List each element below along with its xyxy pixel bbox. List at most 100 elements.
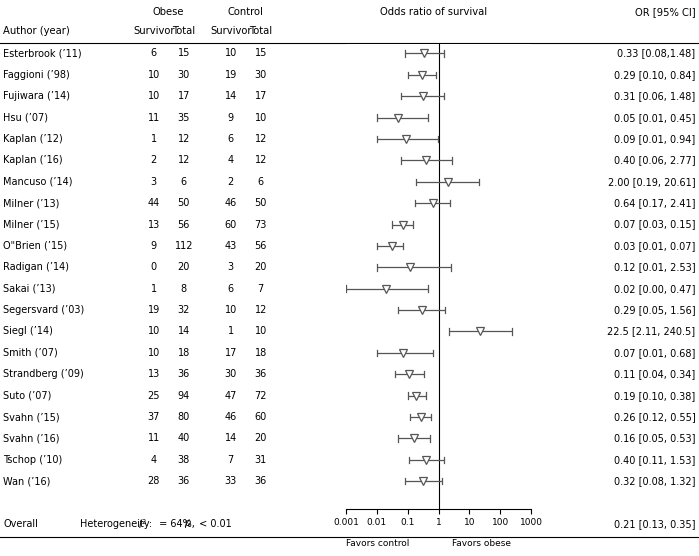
Text: 0.03 [0.01, 0.07]: 0.03 [0.01, 0.07] xyxy=(614,241,696,251)
Text: Tschop (’10): Tschop (’10) xyxy=(3,455,63,465)
Text: 0: 0 xyxy=(151,262,157,272)
Text: 36: 36 xyxy=(254,476,267,486)
Text: < 0.01: < 0.01 xyxy=(196,519,231,529)
Text: 0.33 [0.08,1.48]: 0.33 [0.08,1.48] xyxy=(617,48,696,58)
Text: 4: 4 xyxy=(151,455,157,465)
Text: 12: 12 xyxy=(178,134,190,144)
Text: 1: 1 xyxy=(151,134,157,144)
Text: 0.64 [0.17, 2.41]: 0.64 [0.17, 2.41] xyxy=(614,198,696,208)
Text: Milner (’13): Milner (’13) xyxy=(3,198,60,208)
Text: 12: 12 xyxy=(254,155,267,165)
Text: 0.12 [0.01, 2.53]: 0.12 [0.01, 2.53] xyxy=(614,262,696,272)
Text: 0.21 [0.13, 0.35]: 0.21 [0.13, 0.35] xyxy=(614,519,696,529)
Text: Survivor: Survivor xyxy=(133,26,175,36)
Text: Svahn (’16): Svahn (’16) xyxy=(3,433,60,443)
Text: 2: 2 xyxy=(228,177,233,187)
Text: 0.26 [0.12, 0.55]: 0.26 [0.12, 0.55] xyxy=(614,412,696,422)
Text: 12: 12 xyxy=(254,305,267,315)
Text: 14: 14 xyxy=(178,326,190,336)
Text: 12: 12 xyxy=(178,155,190,165)
Text: 0.32 [0.08, 1.32]: 0.32 [0.08, 1.32] xyxy=(614,476,696,486)
Text: 17: 17 xyxy=(224,348,237,358)
Text: 9: 9 xyxy=(228,113,233,123)
Text: 40: 40 xyxy=(178,433,190,443)
Text: Overall: Overall xyxy=(3,519,38,529)
Text: 112: 112 xyxy=(175,241,193,251)
Text: 38: 38 xyxy=(178,455,190,465)
Text: Obese: Obese xyxy=(152,7,184,17)
Text: 0.31 [0.06, 1.48]: 0.31 [0.06, 1.48] xyxy=(614,91,696,101)
Text: 18: 18 xyxy=(178,348,190,358)
Text: 10: 10 xyxy=(147,326,160,336)
Text: 10: 10 xyxy=(147,91,160,101)
Text: $p$: $p$ xyxy=(184,518,192,530)
Text: 19: 19 xyxy=(147,305,160,315)
Text: 9: 9 xyxy=(151,241,157,251)
Text: Heterogeneity:: Heterogeneity: xyxy=(80,519,156,529)
Text: Siegl (’14): Siegl (’14) xyxy=(3,326,53,336)
Text: 10: 10 xyxy=(254,326,267,336)
Text: Survivor: Survivor xyxy=(210,26,252,36)
Text: 46: 46 xyxy=(224,412,237,422)
Text: 35: 35 xyxy=(178,113,190,123)
Text: 33: 33 xyxy=(224,476,237,486)
Text: Fujiwara (’14): Fujiwara (’14) xyxy=(3,91,71,101)
Text: $I^2$: $I^2$ xyxy=(138,517,147,531)
Text: Total: Total xyxy=(172,26,196,36)
Text: 10: 10 xyxy=(147,348,160,358)
Text: 14: 14 xyxy=(224,433,237,443)
Text: Wan (’16): Wan (’16) xyxy=(3,476,51,486)
Text: 0.07 [0.03, 0.15]: 0.07 [0.03, 0.15] xyxy=(614,220,696,230)
Text: 0.11 [0.04, 0.34]: 0.11 [0.04, 0.34] xyxy=(614,369,696,379)
Text: Smith (’07): Smith (’07) xyxy=(3,348,58,358)
Text: 7: 7 xyxy=(228,455,233,465)
Text: 20: 20 xyxy=(254,433,267,443)
Text: 3: 3 xyxy=(151,177,157,187)
Text: O"Brien (’15): O"Brien (’15) xyxy=(3,241,68,251)
Text: 56: 56 xyxy=(254,241,267,251)
Text: Esterbrook (’11): Esterbrook (’11) xyxy=(3,48,82,58)
Text: OR [95% CI]: OR [95% CI] xyxy=(635,7,696,17)
Text: Kaplan (’12): Kaplan (’12) xyxy=(3,134,63,144)
Text: 43: 43 xyxy=(224,241,237,251)
Text: 17: 17 xyxy=(178,91,190,101)
Text: 30: 30 xyxy=(224,369,237,379)
Text: 13: 13 xyxy=(147,369,160,379)
Text: 72: 72 xyxy=(254,391,267,401)
Text: 30: 30 xyxy=(254,70,267,80)
Text: 37: 37 xyxy=(147,412,160,422)
Text: 11: 11 xyxy=(147,113,160,123)
Text: Favors obese: Favors obese xyxy=(452,539,511,548)
Text: 15: 15 xyxy=(178,48,190,58)
Text: 4: 4 xyxy=(228,155,233,165)
Text: 28: 28 xyxy=(147,476,160,486)
Text: 11: 11 xyxy=(147,433,160,443)
Text: 10: 10 xyxy=(224,305,237,315)
Text: 80: 80 xyxy=(178,412,190,422)
Text: 20: 20 xyxy=(178,262,190,272)
Text: 0.29 [0.10, 0.84]: 0.29 [0.10, 0.84] xyxy=(614,70,696,80)
Text: Mancuso (’14): Mancuso (’14) xyxy=(3,177,73,187)
Text: 46: 46 xyxy=(224,198,237,208)
Text: Radigan (’14): Radigan (’14) xyxy=(3,262,69,272)
Text: 0.02 [0.00, 0.47]: 0.02 [0.00, 0.47] xyxy=(614,284,696,294)
Text: Favors control: Favors control xyxy=(346,539,409,548)
Text: 36: 36 xyxy=(178,476,190,486)
Text: 94: 94 xyxy=(178,391,190,401)
Text: 0.29 [0.05, 1.56]: 0.29 [0.05, 1.56] xyxy=(614,305,696,315)
Text: 30: 30 xyxy=(178,70,190,80)
Text: 2: 2 xyxy=(151,155,157,165)
Text: 10: 10 xyxy=(254,113,267,123)
Text: 6: 6 xyxy=(258,177,264,187)
Text: 36: 36 xyxy=(178,369,190,379)
Text: 18: 18 xyxy=(254,348,267,358)
Text: 10: 10 xyxy=(224,48,237,58)
Text: Author (year): Author (year) xyxy=(3,26,70,36)
Text: Control: Control xyxy=(227,7,263,17)
Text: 0.19 [0.10, 0.38]: 0.19 [0.10, 0.38] xyxy=(614,391,696,401)
Text: 47: 47 xyxy=(224,391,237,401)
Text: 31: 31 xyxy=(254,455,267,465)
Text: 2.00 [0.19, 20.61]: 2.00 [0.19, 20.61] xyxy=(608,177,696,187)
Text: Total: Total xyxy=(249,26,273,36)
Text: Suto (’07): Suto (’07) xyxy=(3,391,52,401)
